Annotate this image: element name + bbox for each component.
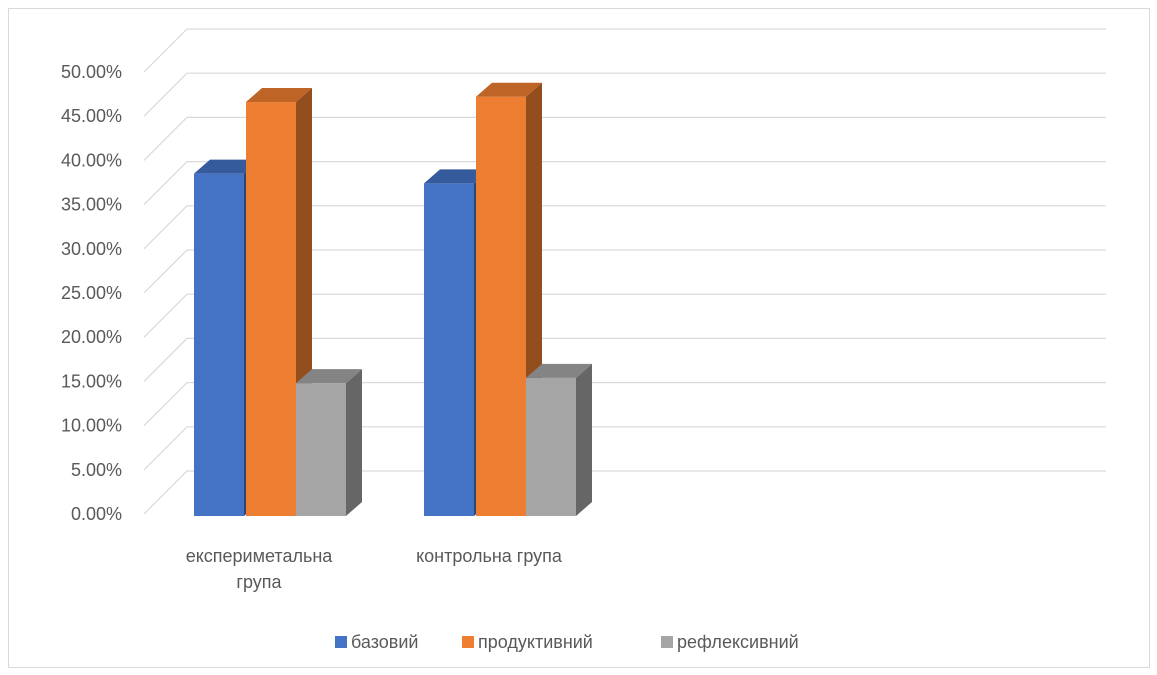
bar-top [476, 82, 542, 97]
y-tick-label: 30.00% [61, 239, 122, 259]
bar-front [246, 102, 296, 516]
legend-label: базовий [351, 632, 418, 652]
legend-swatch [335, 636, 347, 648]
y-tick-label: 10.00% [61, 416, 122, 436]
gridline-10 [143, 28, 1106, 73]
bar-side [576, 363, 592, 516]
gridline-9 [143, 72, 1106, 117]
gridline-2 [143, 382, 1106, 427]
category-label-0: експериметальна група [186, 546, 334, 592]
gridline-0 [143, 470, 1106, 515]
gridline-5 [143, 249, 1106, 294]
legend-item-2: рефлексивний [661, 632, 799, 652]
gridline-8 [143, 116, 1106, 161]
y-tick-label: 40.00% [61, 150, 122, 170]
legend-item-1: продуктивний [462, 632, 593, 652]
legend-swatch [462, 636, 474, 648]
bar-продуктивний-0 [246, 88, 312, 516]
y-tick-label: 0.00% [71, 504, 122, 524]
bar-front [476, 96, 526, 516]
y-tick-label: 5.00% [71, 460, 122, 480]
bar-top [246, 88, 312, 103]
bar-front [424, 183, 474, 516]
gridline-7 [143, 161, 1106, 206]
bar-front [526, 377, 576, 516]
legend-label: рефлексивний [677, 632, 799, 652]
gridline-4 [143, 293, 1106, 338]
y-tick-label: 15.00% [61, 371, 122, 391]
y-tick-label: 35.00% [61, 195, 122, 215]
bar-chart: 0.00% 5.00% 10.00% 15.00% 20.00% 25.00% 30.00%… [61, 28, 1106, 652]
y-tick-label: 20.00% [61, 327, 122, 347]
bar-front [296, 383, 346, 516]
y-tick-label: 50.00% [61, 62, 122, 82]
bars [194, 82, 592, 516]
y-tick-label: 25.00% [61, 283, 122, 303]
gridline-6 [143, 205, 1106, 250]
bar-top [526, 363, 592, 378]
y-tick-label: 45.00% [61, 106, 122, 126]
bar-side [346, 369, 362, 516]
x-axis-category-labels: експериметальна група контрольна група [186, 546, 563, 592]
bar-top [194, 159, 260, 174]
legend-label: продуктивний [478, 632, 593, 652]
legend-item-0: базовий [335, 632, 418, 652]
bar-top [424, 169, 490, 184]
gridline-1 [143, 426, 1106, 471]
bar-front [194, 173, 244, 516]
legend: базовий продуктивний рефлексивний [335, 632, 799, 652]
y-axis-tick-labels: 0.00% 5.00% 10.00% 15.00% 20.00% 25.00% 30.00%… [61, 62, 122, 524]
category-label-1: контрольна група [416, 546, 563, 566]
gridline-3 [143, 337, 1106, 382]
gridlines [143, 28, 1106, 515]
bar-top [296, 369, 362, 384]
chart-area: 0.00% 5.00% 10.00% 15.00% 20.00% 25.00% 30.00%… [8, 8, 1150, 668]
legend-swatch [661, 636, 673, 648]
bar-рефлексивний-0 [296, 369, 362, 516]
bar-рефлексивний-1 [526, 363, 592, 516]
